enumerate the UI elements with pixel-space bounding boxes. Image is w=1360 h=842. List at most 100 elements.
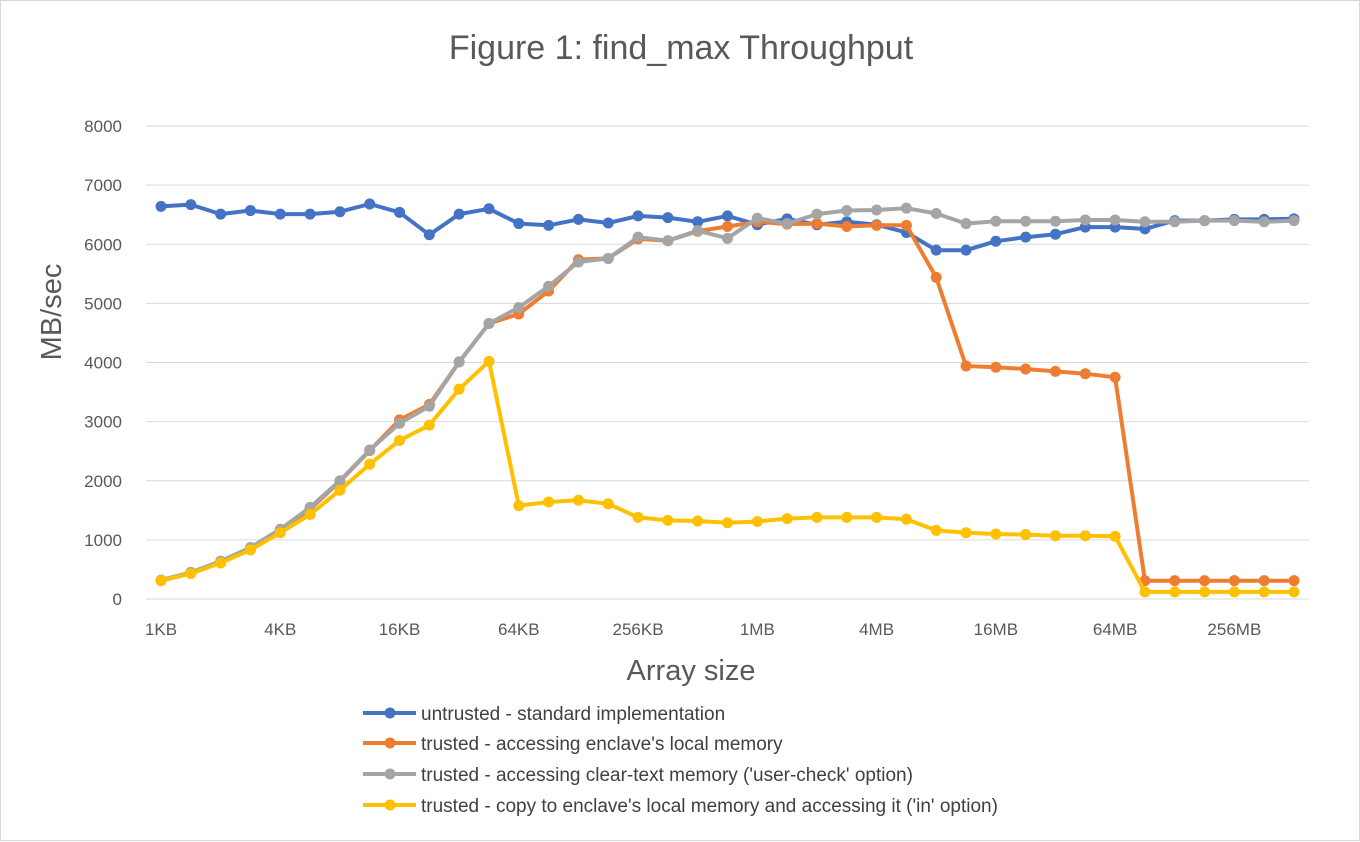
data-point: [692, 225, 704, 237]
data-point: [155, 575, 167, 587]
x-axis-ticks: 1KB 4KB 16KB 64KB 256KB 1MB 4MB 16MB 64MB 256MB: [145, 620, 1261, 639]
data-point: [811, 511, 823, 523]
data-point: [483, 203, 495, 215]
data-point: [990, 361, 1002, 373]
data-point: [543, 496, 555, 508]
data-point: [1049, 228, 1061, 240]
data-point: [394, 417, 406, 429]
x-tick-label: 64MB: [1093, 620, 1137, 639]
data-point: [572, 256, 584, 268]
y-axis-ticks: 0 1000 2000 3000 4000 5000 6000 7000 8000: [84, 117, 122, 609]
data-point: [841, 205, 853, 217]
data-point: [1049, 530, 1061, 542]
data-point: [513, 218, 525, 230]
legend-swatch-marker: [384, 768, 396, 780]
x-tick-label: 4MB: [859, 620, 894, 639]
series-line: [159, 359, 1296, 594]
data-point: [394, 206, 406, 218]
data-point: [453, 356, 465, 368]
data-point: [1169, 216, 1181, 228]
y-tick-label: 4000: [84, 354, 122, 373]
data-point: [960, 218, 972, 230]
series-1: [155, 216, 1300, 587]
data-point: [1109, 214, 1121, 226]
data-point: [1288, 586, 1300, 598]
data-point: [692, 515, 704, 527]
data-point: [1169, 575, 1181, 587]
data-point: [1109, 371, 1121, 383]
x-tick-label: 1KB: [145, 620, 177, 639]
data-point: [960, 527, 972, 539]
data-point: [423, 419, 435, 431]
legend-item: trusted - copy to enclave's local memory…: [363, 796, 998, 817]
data-point: [244, 205, 256, 217]
data-point: [1288, 575, 1300, 587]
data-point: [1199, 215, 1211, 227]
data-point: [304, 208, 316, 220]
data-point: [841, 221, 853, 233]
data-point: [513, 500, 525, 512]
y-tick-label: 5000: [84, 294, 122, 313]
data-point: [364, 198, 376, 210]
data-point: [1049, 365, 1061, 377]
data-point: [1139, 216, 1151, 228]
data-point: [632, 210, 644, 222]
data-point: [811, 208, 823, 220]
series-3: [155, 355, 1300, 598]
data-point: [423, 229, 435, 241]
data-point: [364, 444, 376, 456]
legend-label: trusted - accessing enclave's local memo…: [421, 734, 783, 755]
x-tick-label: 64KB: [498, 620, 540, 639]
data-point: [602, 217, 614, 229]
data-point: [1139, 586, 1151, 598]
data-point: [1020, 231, 1032, 243]
data-point: [543, 219, 555, 231]
legend-swatch-marker: [384, 737, 396, 749]
data-point: [602, 252, 614, 264]
data-point: [871, 204, 883, 216]
data-point: [632, 511, 644, 523]
data-point: [930, 524, 942, 536]
data-point: [871, 219, 883, 231]
data-point: [781, 513, 793, 525]
data-point: [662, 235, 674, 247]
data-point: [215, 208, 227, 220]
data-point: [483, 317, 495, 329]
data-point: [1169, 586, 1181, 598]
series-group: [155, 198, 1300, 598]
data-point: [423, 400, 435, 412]
data-point: [662, 212, 674, 224]
data-point: [1288, 215, 1300, 227]
data-point: [453, 383, 465, 395]
data-point: [722, 210, 733, 222]
data-point: [900, 202, 912, 214]
data-point: [930, 244, 942, 256]
data-point: [1079, 214, 1091, 226]
y-tick-label: 7000: [84, 176, 122, 195]
x-tick-label: 1MB: [740, 620, 775, 639]
legend-label: trusted - copy to enclave's local memory…: [421, 796, 998, 817]
legend-item: untrusted - standard implementation: [363, 704, 725, 725]
data-point: [572, 213, 584, 225]
data-point: [483, 355, 495, 367]
data-point: [513, 302, 525, 314]
y-tick-label: 6000: [84, 235, 122, 254]
data-point: [334, 484, 346, 496]
y-axis-title: MB/sec: [36, 264, 68, 361]
y-tick-label: 8000: [84, 117, 122, 136]
data-point: [1199, 586, 1211, 598]
data-point: [990, 235, 1002, 247]
data-point: [900, 513, 912, 525]
data-point: [930, 208, 942, 220]
data-point: [900, 219, 912, 231]
data-point: [990, 528, 1002, 540]
data-point: [722, 232, 733, 244]
data-point: [155, 200, 167, 212]
data-point: [602, 498, 614, 510]
data-point: [930, 271, 942, 283]
data-point: [990, 215, 1002, 227]
data-point: [751, 516, 763, 528]
data-point: [1199, 575, 1211, 587]
data-point: [185, 568, 197, 580]
